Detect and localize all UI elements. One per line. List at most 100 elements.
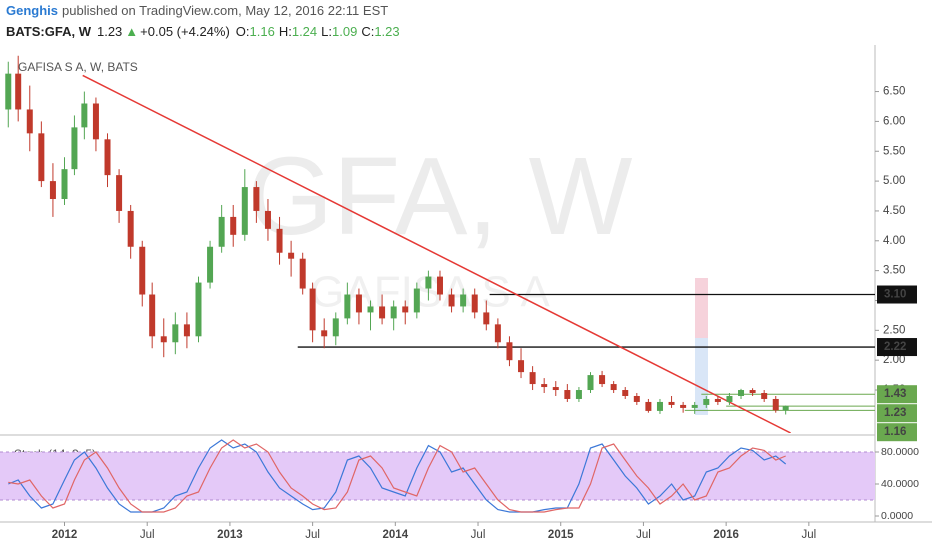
level-label-box	[877, 338, 917, 357]
arrow: ▲	[125, 24, 138, 39]
candle-body	[782, 406, 789, 411]
candle-body	[321, 330, 328, 337]
author: Genghis	[6, 3, 58, 18]
candle-body	[332, 318, 339, 337]
candle-body	[61, 169, 68, 200]
level-label: 1.16	[884, 426, 906, 438]
ohlc-key: L:	[321, 24, 332, 39]
candle-body	[587, 375, 594, 391]
change: +0.05 (+4.24%)	[140, 24, 230, 39]
candle-body	[413, 288, 420, 313]
header-line-1: Genghis published on TradingView.com, May…	[6, 3, 388, 18]
candle-body	[668, 401, 675, 405]
candle-body	[172, 324, 179, 343]
y-tick-label: 2.00	[883, 354, 905, 366]
candle-body	[367, 306, 374, 313]
header-line-2: BATS:GFA, W 1.23 ▲ +0.05 (+4.24%) O:1.16 H:1.…	[6, 24, 400, 39]
level-label: 1.43	[884, 388, 906, 400]
stoch-line	[8, 439, 786, 513]
candle-body	[253, 187, 260, 211]
candle-body	[726, 395, 733, 402]
y-tick-label: 40.0000	[881, 478, 919, 490]
stoch-band	[0, 452, 875, 500]
candle-body	[448, 294, 455, 307]
series-legend: GAFISA S A, W, BATS	[18, 60, 138, 74]
level-label: 2.22	[884, 341, 906, 353]
candle-body	[541, 384, 548, 388]
candle-body	[460, 294, 467, 307]
candle-body	[518, 360, 525, 373]
candle-body	[264, 210, 271, 229]
candle-body	[761, 393, 768, 399]
candle-body	[379, 306, 386, 319]
candle-body	[183, 324, 190, 337]
ohlc-value: 1.09	[332, 24, 357, 39]
level-label: 1.23	[884, 407, 906, 419]
x-tick-label: 2015	[548, 529, 574, 541]
candle-body	[26, 109, 33, 134]
y-tick-label: 5.00	[883, 175, 905, 187]
level-label-box	[877, 423, 917, 442]
candle-body	[355, 294, 362, 313]
candle-body	[5, 73, 12, 110]
candle-body	[529, 372, 536, 385]
x-tick-label: 2012	[52, 529, 78, 541]
last-price: 1.23	[97, 24, 122, 39]
published: published on TradingView.com, May 12, 20…	[62, 3, 388, 18]
y-tick-label: 4.50	[883, 205, 905, 217]
candle-body	[195, 282, 202, 337]
x-tick-label: Jul	[140, 529, 155, 541]
ohlc-value: 1.24	[292, 24, 317, 39]
y-tick-label: 0.0000	[881, 510, 913, 522]
candle-body	[645, 401, 652, 411]
x-tick-label: Jul	[801, 529, 816, 541]
candle-body	[575, 390, 582, 399]
ohlc-value: 1.23	[374, 24, 399, 39]
candle-body	[703, 398, 710, 405]
candle-body	[622, 390, 629, 396]
y-tick-label: 6.50	[883, 86, 905, 98]
candle-body	[552, 387, 559, 391]
candle-body	[425, 276, 432, 289]
y-tick-label: 80.0000	[881, 446, 919, 458]
ohlc-key: O:	[236, 24, 250, 39]
candle-body	[276, 228, 283, 253]
x-tick-label: Jul	[305, 529, 320, 541]
y-tick-label: 5.50	[883, 145, 905, 157]
candle-body	[714, 398, 721, 402]
candle-body	[656, 401, 663, 411]
ohlc-key: H:	[279, 24, 292, 39]
candle-body	[81, 103, 88, 128]
price-pane	[5, 55, 875, 433]
candle-body	[299, 258, 306, 289]
x-tick-label: Jul	[471, 529, 486, 541]
y-tick-label: 3.50	[883, 265, 905, 277]
candle-body	[738, 390, 745, 396]
level-label-box	[877, 404, 917, 423]
candle-body	[749, 390, 756, 394]
candle-body	[483, 312, 490, 325]
ohlc-key: C:	[361, 24, 374, 39]
candle-body	[402, 306, 409, 313]
candle-body	[207, 246, 214, 283]
candle-body	[691, 404, 698, 408]
stoch-pane	[0, 439, 875, 513]
y-tick-label: 6.00	[883, 115, 905, 127]
candle-body	[599, 375, 606, 385]
candle-body	[149, 294, 156, 337]
candle-body	[15, 73, 22, 110]
x-tick-label: 2014	[383, 529, 409, 541]
candle-body	[116, 175, 123, 211]
candle-body	[288, 252, 295, 259]
candle-body	[564, 390, 571, 399]
candle-body	[680, 404, 687, 408]
candle-body	[309, 288, 316, 331]
candle-body	[230, 216, 237, 235]
candle-body	[104, 139, 111, 176]
candle-body	[506, 342, 513, 361]
candle-body	[127, 210, 134, 247]
level-label: 3.10	[884, 289, 906, 301]
x-tick-label: Jul	[636, 529, 651, 541]
